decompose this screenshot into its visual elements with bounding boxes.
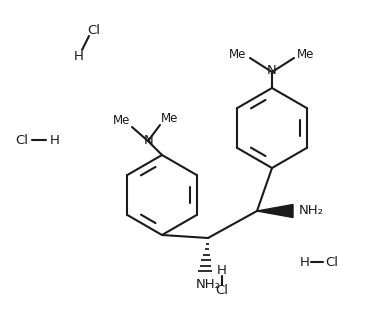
Text: Cl: Cl [325, 255, 338, 268]
Text: Me: Me [161, 113, 179, 126]
Polygon shape [257, 205, 293, 218]
Text: Cl: Cl [88, 24, 101, 37]
Text: Me: Me [113, 114, 131, 127]
Text: Cl: Cl [15, 134, 28, 147]
Text: N: N [267, 64, 277, 78]
Text: Me: Me [229, 47, 247, 60]
Text: H: H [50, 134, 60, 147]
Text: N: N [144, 134, 154, 147]
Text: NH₂: NH₂ [299, 205, 324, 218]
Text: H: H [300, 255, 310, 268]
Text: Me: Me [297, 47, 315, 60]
Text: NH₂: NH₂ [196, 278, 220, 291]
Text: Cl: Cl [216, 285, 229, 298]
Text: H: H [74, 51, 84, 64]
Text: H: H [217, 264, 227, 277]
